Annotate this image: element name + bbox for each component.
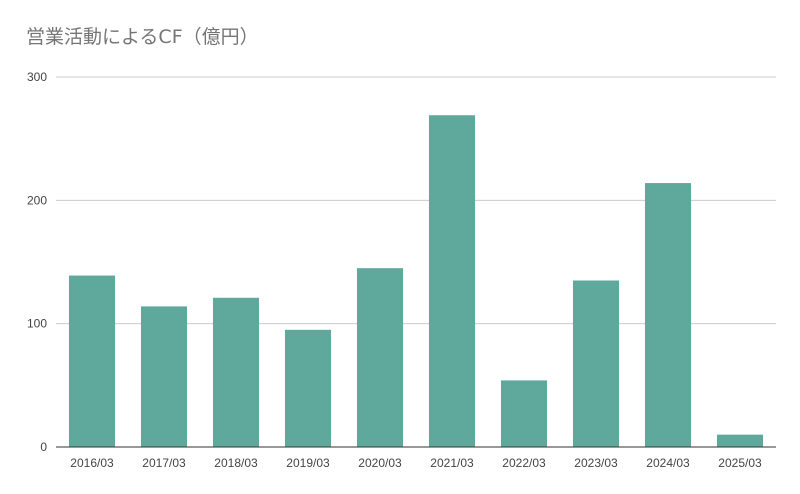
y-tick-label-200: 200 (27, 193, 47, 207)
bar-2017/03 (140, 306, 188, 447)
y-tick-label-100: 100 (27, 317, 47, 331)
bar-2018/03 (212, 297, 260, 447)
bar-2016/03 (68, 275, 116, 447)
x-tick-label-2020/03: 2020/03 (358, 456, 402, 470)
x-tick-label-2025/03: 2025/03 (718, 456, 762, 470)
bar-2021/03 (428, 115, 476, 447)
bar-2020/03 (356, 268, 404, 447)
x-tick-label-2016/03: 2016/03 (70, 456, 114, 470)
x-tick-label-2021/03: 2021/03 (430, 456, 474, 470)
bar-2025/03 (716, 434, 764, 447)
x-tick-label-2018/03: 2018/03 (214, 456, 258, 470)
bar-2019/03 (284, 329, 332, 447)
y-tick-label-0: 0 (40, 440, 47, 454)
x-tick-label-2017/03: 2017/03 (142, 456, 186, 470)
chart-title: 営業活動によるCF（億円） (26, 26, 259, 48)
bar-2024/03 (644, 183, 692, 448)
y-tick-label-300: 300 (27, 70, 47, 84)
x-tick-label-2019/03: 2019/03 (286, 456, 330, 470)
x-tick-label-2024/03: 2024/03 (646, 456, 690, 470)
bars (68, 115, 764, 448)
x-tick-label-2023/03: 2023/03 (574, 456, 618, 470)
bar-2022/03 (500, 380, 548, 447)
x-axis-tick-labels: 2016/03 2017/03 2018/03 2019/03 2020/03 2021/… (70, 456, 762, 470)
x-tick-label-2022/03: 2022/03 (502, 456, 546, 470)
bar-2023/03 (572, 280, 620, 447)
y-axis-tick-labels: 0 100 200 300 (27, 70, 47, 454)
